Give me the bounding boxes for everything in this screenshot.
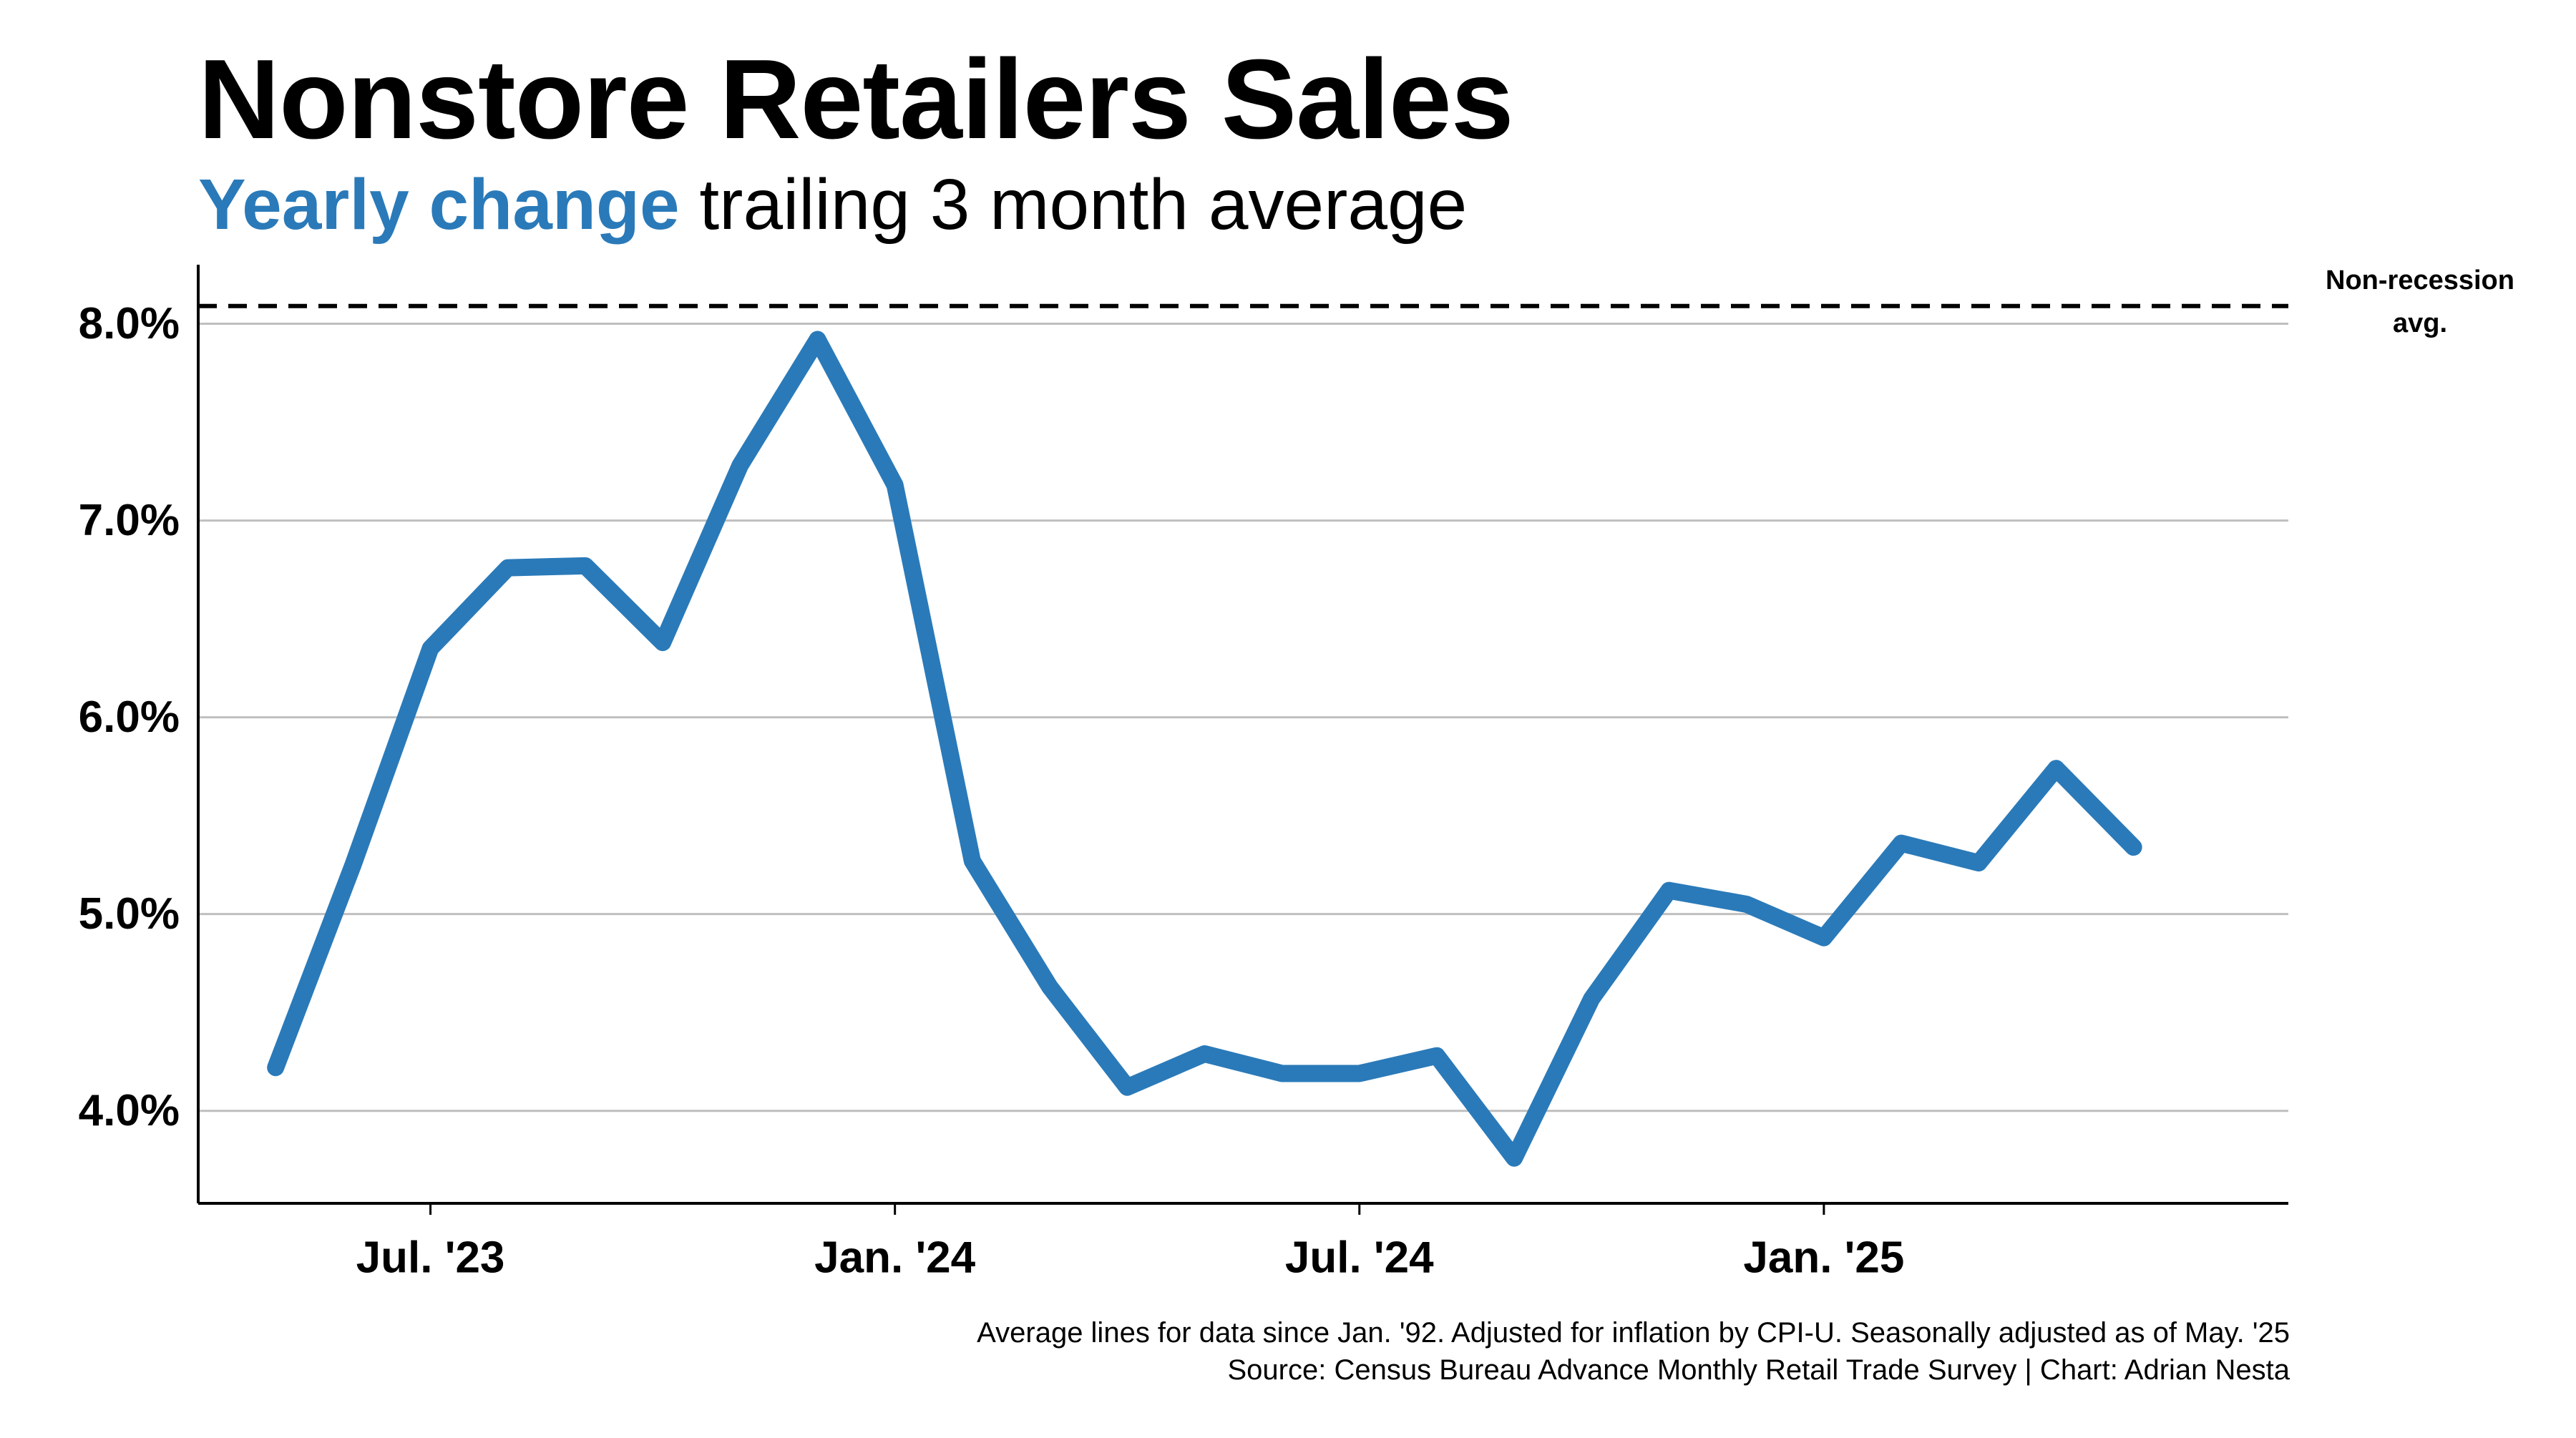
data-point [1742,899,1751,909]
data-point [1819,933,1828,942]
data-point [1123,1082,1132,1092]
footnote-source: Source: Census Bureau Advance Monthly Re… [1227,1354,2290,1386]
data-point [1664,886,1674,895]
data-point [2129,843,2138,852]
data-point [1897,838,1906,848]
subtitle-accent: Yearly change [198,165,680,245]
series-line [267,331,2142,1167]
data-point [503,563,512,572]
x-tick-label: Jul. '24 [1285,1233,1434,1283]
data-point [1510,1153,1519,1163]
data-point [1045,982,1055,992]
x-tick-label: Jan. '25 [1743,1233,1904,1283]
data-point [813,335,822,344]
data-point [890,481,899,490]
footnote-note: Average lines for data since Jan. '92. A… [977,1317,2290,1349]
data-point [1974,859,1984,868]
data-point [967,856,977,866]
data-point [2051,764,2061,773]
reference-line-label: Non-recession avg. [2326,265,2514,338]
data-point [1587,994,1596,1003]
data-point [736,461,745,470]
data-point [426,644,435,653]
data-point [658,638,668,647]
data-point [580,561,590,570]
y-tick-label: 4.0% [79,1086,180,1135]
x-tick-label: Jan. '24 [814,1233,976,1283]
reference-label-line: Non-recession [2326,265,2514,295]
x-tick-label: Jul. '23 [356,1233,505,1283]
chart-subtitle: Yearly change trailing 3 month average [198,169,1467,240]
data-point [1355,1069,1364,1078]
y-tick-label: 6.0% [79,693,180,742]
y-tick-label: 7.0% [79,496,180,545]
data-point [1277,1069,1287,1078]
subtitle-rest: trailing 3 month average [679,165,1468,245]
chart-title: Nonstore Retailers Sales [198,36,1514,162]
data-point [1432,1051,1441,1060]
reference-label-line: avg. [2393,308,2447,338]
y-tick-label: 8.0% [79,299,180,348]
y-tick-label: 5.0% [79,889,180,939]
data-point [348,860,358,869]
data-point [1200,1049,1209,1058]
data-point [271,1063,280,1072]
